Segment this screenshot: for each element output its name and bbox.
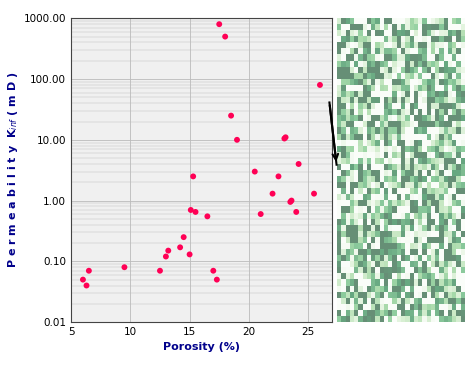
Point bbox=[204, 213, 211, 219]
Point bbox=[156, 268, 164, 274]
Point bbox=[282, 134, 289, 140]
Point bbox=[79, 277, 87, 283]
Point bbox=[215, 21, 223, 27]
Y-axis label: P e r m e a b i l i t y  K$_{inf}$ ( m D ): P e r m e a b i l i t y K$_{inf}$ ( m D … bbox=[6, 72, 19, 269]
Point bbox=[213, 277, 221, 283]
Point bbox=[120, 264, 128, 270]
Point bbox=[288, 198, 295, 203]
Point bbox=[275, 173, 283, 179]
Point bbox=[233, 137, 241, 143]
Point bbox=[281, 135, 288, 141]
Point bbox=[221, 34, 229, 40]
Point bbox=[164, 248, 172, 254]
Point bbox=[191, 209, 200, 215]
Point bbox=[286, 199, 294, 205]
Point bbox=[257, 211, 264, 217]
Point bbox=[295, 161, 302, 167]
Point bbox=[85, 268, 92, 274]
Point bbox=[190, 173, 197, 179]
Point bbox=[162, 254, 170, 259]
Point bbox=[310, 191, 318, 197]
Point bbox=[210, 268, 217, 274]
Point bbox=[292, 209, 300, 215]
Point bbox=[176, 244, 184, 250]
Point bbox=[251, 169, 259, 175]
Point bbox=[269, 191, 276, 197]
Point bbox=[82, 283, 90, 288]
Point bbox=[228, 113, 235, 119]
X-axis label: Porosity (%): Porosity (%) bbox=[163, 343, 240, 352]
Point bbox=[316, 82, 324, 88]
Point bbox=[186, 251, 193, 257]
Point bbox=[187, 207, 195, 213]
Point bbox=[180, 234, 188, 240]
